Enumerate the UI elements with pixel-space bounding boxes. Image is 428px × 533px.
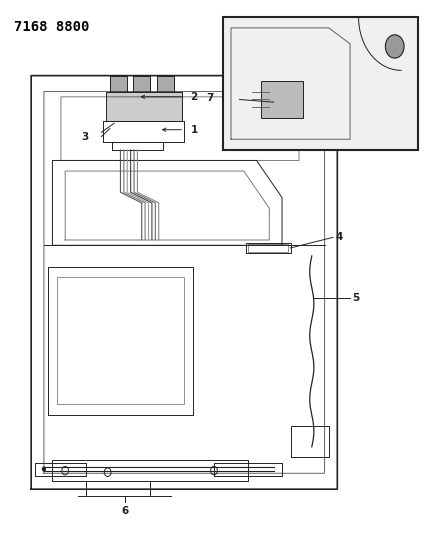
Polygon shape (223, 17, 418, 150)
Text: 1: 1 (190, 125, 198, 135)
Text: 2: 2 (190, 92, 198, 102)
Polygon shape (106, 92, 182, 120)
Circle shape (385, 35, 404, 58)
Text: 3: 3 (81, 132, 89, 142)
Circle shape (42, 466, 46, 472)
Text: 6: 6 (121, 506, 128, 516)
Polygon shape (261, 81, 303, 118)
Text: 7: 7 (207, 93, 214, 103)
Polygon shape (110, 76, 127, 92)
Polygon shape (133, 76, 150, 92)
Text: 4: 4 (335, 232, 342, 243)
Text: 5: 5 (352, 293, 360, 303)
Text: 7168 8800: 7168 8800 (14, 20, 89, 34)
Polygon shape (157, 76, 174, 92)
